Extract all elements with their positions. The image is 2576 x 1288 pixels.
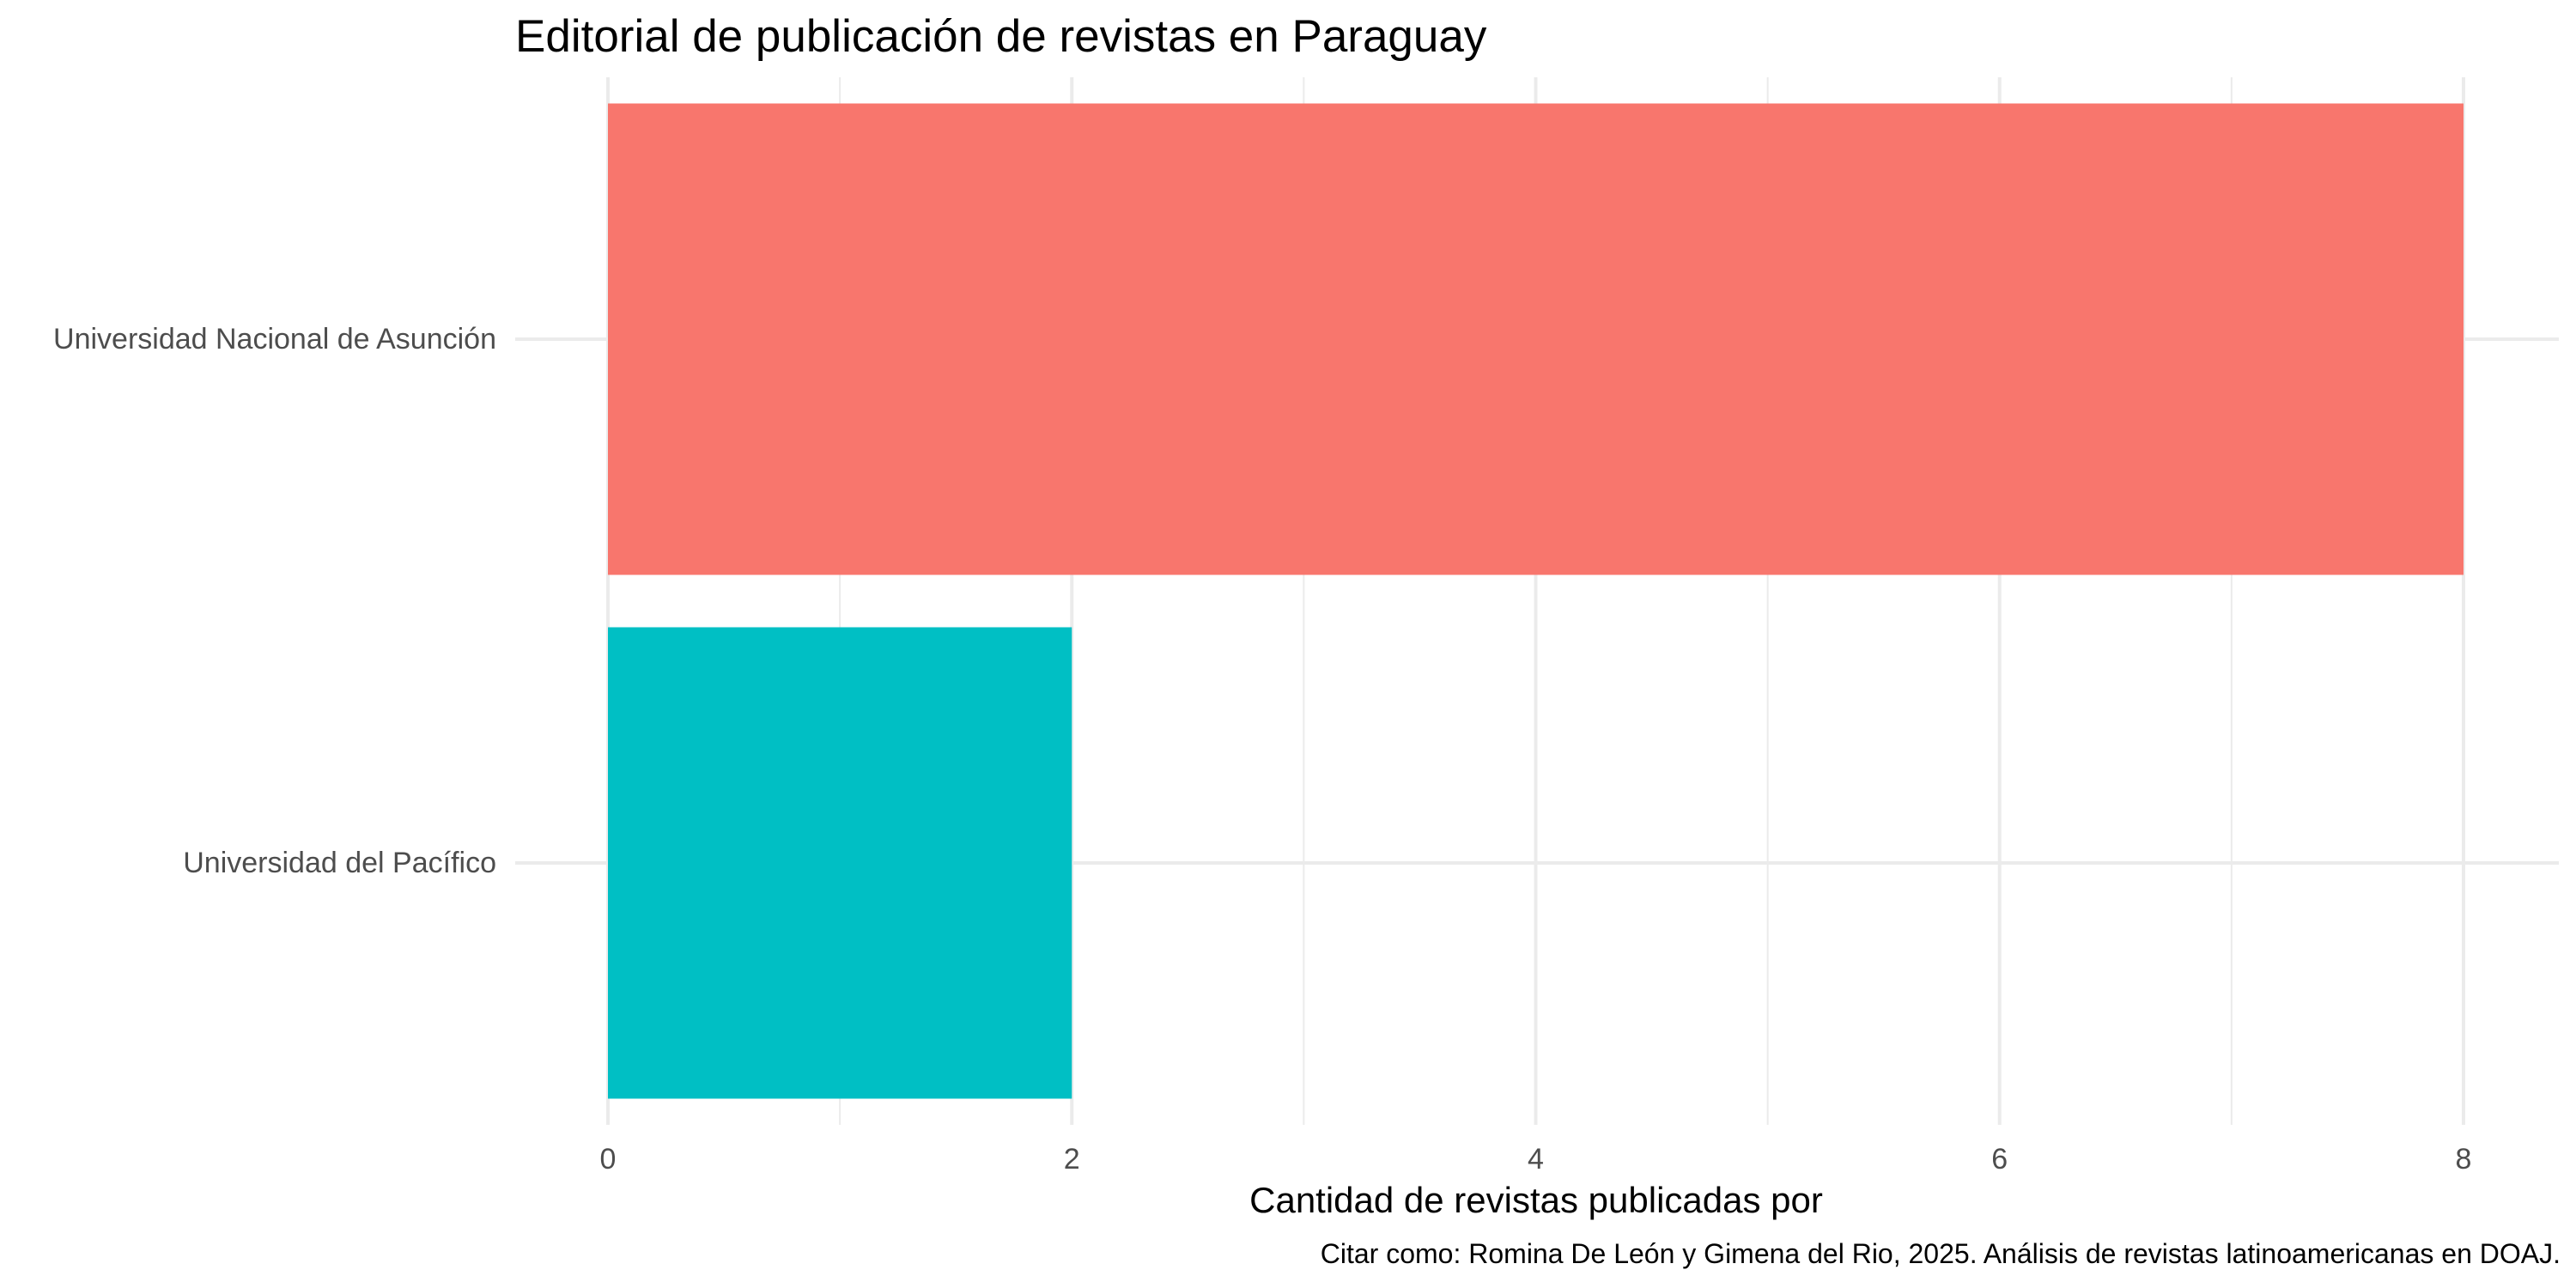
chart-title: Editorial de publicación de revistas en …: [515, 11, 1487, 62]
bars: [608, 103, 2464, 1099]
x-tick-label: 2: [1064, 1143, 1080, 1176]
y-tick-label: Universidad Nacional de Asunción: [53, 323, 496, 355]
x-tick-label: 0: [600, 1143, 617, 1176]
y-tick-labels: Universidad Nacional de Asunción Universi…: [53, 323, 496, 879]
x-tick-label: 6: [1991, 1143, 2008, 1176]
x-tick-labels: 0 2 4 6 8: [600, 1143, 2472, 1176]
x-axis-title: Cantidad de revistas publicadas por: [1249, 1180, 1823, 1220]
x-tick-label: 8: [2456, 1143, 2472, 1176]
bar: [608, 627, 1072, 1099]
chart-caption: Citar como: Romina De León y Gimena del …: [1321, 1238, 2561, 1269]
x-tick-label: 4: [1528, 1143, 1544, 1176]
y-tick-label: Universidad del Pacífico: [183, 847, 496, 879]
bar: [608, 103, 2464, 575]
